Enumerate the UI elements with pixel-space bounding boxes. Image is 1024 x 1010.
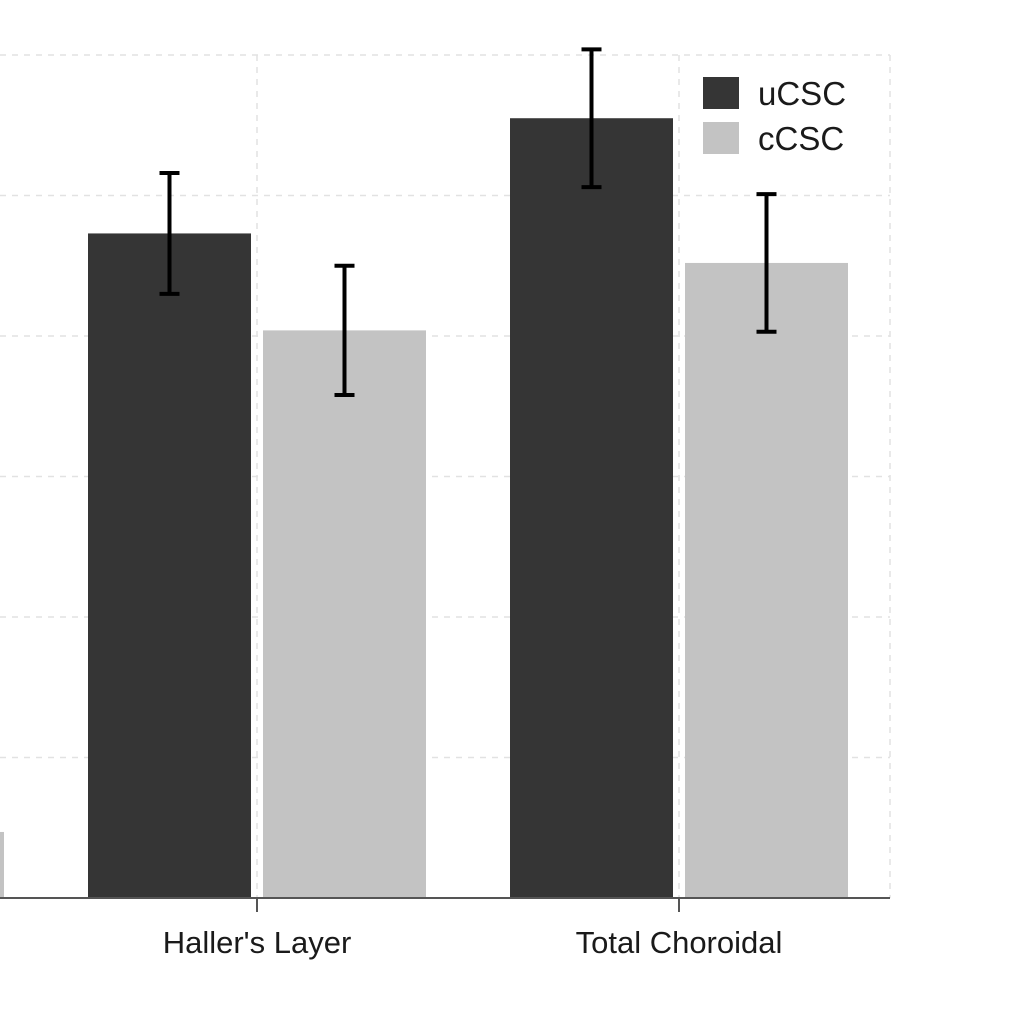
bar-cCSC-haller-s-layer [263, 330, 426, 898]
bars-group [0, 118, 848, 899]
legend: uCSC cCSC [703, 75, 846, 157]
legend-label-cCSC: cCSC [758, 120, 844, 157]
x-tick-label: Total Choroidal [576, 925, 783, 960]
legend-label-uCSC: uCSC [758, 75, 846, 112]
error-bar-uCSC-total-choroidal [581, 47, 602, 190]
legend-swatch-uCSC [703, 77, 739, 109]
error-bar-cCSC-total-choroidal [756, 192, 777, 334]
bar-uCSC-total-choroidal [510, 118, 673, 899]
legend-swatch-cCSC [703, 122, 739, 154]
error-bar-uCSC-haller-s-layer [159, 171, 180, 296]
error-bars-group [159, 47, 777, 398]
bar-cCSC-total-choroidal [685, 262, 848, 898]
bar-partial-left [0, 831, 4, 898]
x-ticks-group: Haller's Layer Total Choroidal [163, 898, 783, 960]
x-tick-label: Haller's Layer [163, 925, 352, 960]
error-bar-cCSC-haller-s-layer [334, 263, 355, 398]
bar-uCSC-haller-s-layer [88, 233, 251, 898]
